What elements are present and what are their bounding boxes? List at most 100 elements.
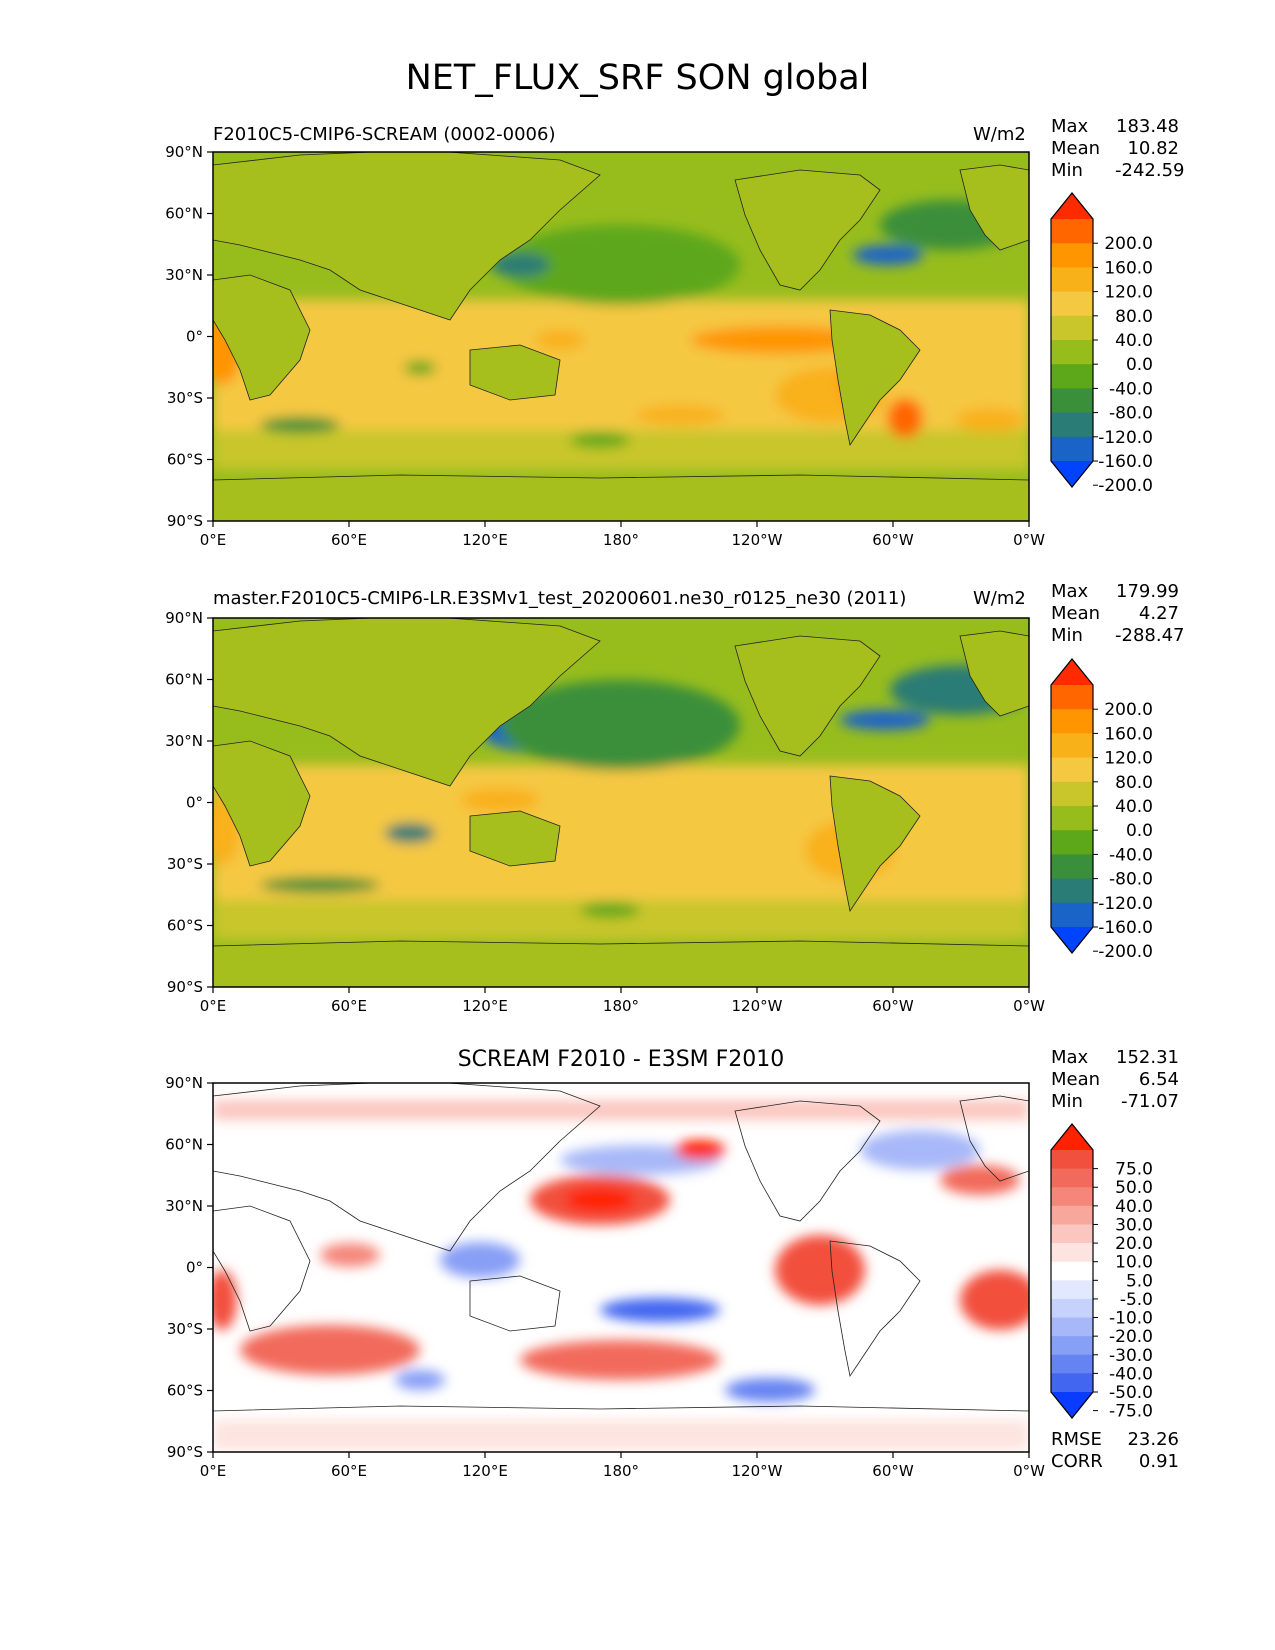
- stat-value: -288.47: [1115, 625, 1185, 646]
- lat-tick-label: 60°N: [165, 671, 203, 689]
- colorbar-tick-label: 80.0: [1115, 307, 1153, 327]
- panel-1-title: F2010C5-CMIP6-SCREAM (0002-0006): [213, 124, 556, 145]
- continents: [213, 618, 1029, 987]
- stat-value: 6.54: [1138, 1069, 1179, 1090]
- colorbar-tick-label: 0.0: [1126, 821, 1153, 841]
- lat-tick-label: 0°: [186, 328, 203, 346]
- lat-tick-label: 30°S: [167, 389, 203, 407]
- colorbar-tick-label: -5.0: [1120, 1290, 1153, 1310]
- stat-label: Max: [1051, 116, 1089, 137]
- field-blobs: [213, 1100, 1029, 1450]
- colorbar-segment: [1051, 1150, 1093, 1170]
- lat-tick-label: 0°: [186, 1259, 203, 1277]
- colorbar-extend-max: [1051, 659, 1093, 685]
- panel-3-stat-corr: CORR 0.91: [1051, 1451, 1179, 1472]
- colorbar-tick-label: -120.0: [1098, 894, 1153, 914]
- colorbar-segment: [1051, 1168, 1093, 1188]
- lon-tick-label: 180°: [603, 531, 639, 549]
- colorbar-segment: [1051, 340, 1093, 365]
- lat-tick-label: 60°S: [167, 1382, 203, 1400]
- axes: 90°N60°N30°N0°30°S60°S90°S0°E 60°E 120°E 18…: [165, 143, 1045, 1480]
- colorbar-tick-label: -50.0: [1109, 1383, 1153, 1403]
- colorbar-tick-label: 120.0: [1104, 749, 1153, 769]
- stat-label: Min: [1051, 160, 1083, 181]
- lat-tick-label: 60°N: [165, 1136, 203, 1154]
- colorbar-tick-label: 80.0: [1115, 773, 1153, 793]
- panel-2-stat-mean: Mean 4.27: [1051, 603, 1179, 624]
- colorbar-tick-label: 40.0: [1115, 1197, 1153, 1217]
- stat-label: Max: [1051, 581, 1089, 602]
- lat-tick-label: 60°N: [165, 205, 203, 223]
- colorbar-tick-label: -80.0: [1109, 870, 1153, 890]
- colorbar-tick-label: -10.0: [1109, 1309, 1153, 1329]
- panel-2-units: W/m2: [973, 588, 1026, 609]
- colorbar-extend-max: [1051, 193, 1093, 219]
- colorbar-tick-label: 75.0: [1115, 1160, 1153, 1180]
- stat-value: -242.59: [1115, 160, 1185, 181]
- colorbar-segment: [1051, 243, 1093, 268]
- panel-2-stat-max: Max 179.99: [1051, 581, 1179, 602]
- colorbar-tick-label: 10.0: [1115, 1253, 1153, 1273]
- colorbar-tick-label: 200.0: [1104, 700, 1153, 720]
- colorbar-segment: [1051, 412, 1093, 438]
- stat-value: 23.26: [1127, 1429, 1179, 1450]
- lon-tick-label: 120°E: [462, 997, 508, 1015]
- colorbar-segment: [1051, 1205, 1093, 1225]
- lon-tick-label: 0°E: [200, 997, 227, 1015]
- colorbar-tick-label: -75.0: [1109, 1402, 1153, 1422]
- lon-tick-label: 60°E: [331, 1462, 367, 1480]
- colorbar-tick-label: -160.0: [1098, 918, 1153, 938]
- colorbar-segment: [1051, 291, 1093, 317]
- lon-tick-label: 0°W: [1013, 997, 1045, 1015]
- colorbar-tick-label: -40.0: [1109, 379, 1153, 399]
- panel-3-map: [213, 1083, 1029, 1452]
- lat-tick-label: 90°S: [167, 978, 203, 996]
- colorbar-tick-label: -20.0: [1109, 1327, 1153, 1347]
- colorbar-segment: [1051, 1187, 1093, 1207]
- lon-tick-label: 180°: [603, 1462, 639, 1480]
- colorbar-tick-label: -120.0: [1098, 428, 1153, 448]
- panel-3-title: SCREAM F2010 - E3SM F2010: [457, 1047, 785, 1072]
- colorbar-extend-max: [1051, 1124, 1093, 1150]
- lon-tick-label: 180°: [603, 997, 639, 1015]
- colorbar-tick-label: 200.0: [1104, 234, 1153, 254]
- colorbar-segment: [1051, 902, 1093, 928]
- lon-tick-label: 0°W: [1013, 531, 1045, 549]
- colorbars: 200.0 160.0 120.0 80.0 40.0 0.0 -40.0 -80.0 -120…: [1050, 192, 1153, 1422]
- stat-value: 179.99: [1116, 581, 1179, 602]
- colorbar-segment: [1051, 315, 1093, 341]
- colorbar-tick-label: -80.0: [1109, 404, 1153, 424]
- colorbar-segment: [1051, 219, 1093, 244]
- colorbar-segment: [1051, 685, 1093, 710]
- continents: [213, 152, 1029, 521]
- colorbar-tick-label: 160.0: [1104, 258, 1153, 278]
- lat-tick-label: 90°N: [165, 143, 203, 161]
- colorbar-extend-min: [1051, 1392, 1093, 1418]
- colorbar-segment: [1051, 1280, 1093, 1300]
- stat-label: CORR: [1051, 1451, 1103, 1472]
- colorbar-tick-label: 0.0: [1126, 355, 1153, 375]
- lat-tick-label: 30°N: [165, 732, 203, 750]
- lat-tick-label: 30°N: [165, 1197, 203, 1215]
- lon-tick-label: 60°W: [872, 997, 914, 1015]
- colorbar-segment: [1051, 1354, 1093, 1374]
- colorbar-tick-label: -40.0: [1109, 845, 1153, 865]
- colorbar-extend-min: [1051, 927, 1093, 953]
- colorbar-segment: [1051, 1261, 1093, 1281]
- lat-tick-label: 90°S: [167, 512, 203, 530]
- colorbar-segment: [1051, 1298, 1093, 1319]
- stat-label: Mean: [1051, 603, 1101, 624]
- stat-value: 0.91: [1138, 1451, 1179, 1472]
- panel-1-stat-min: Min -242.59: [1051, 160, 1185, 181]
- colorbar-segment: [1051, 1224, 1093, 1244]
- lat-tick-label: 90°N: [165, 1074, 203, 1092]
- stat-value: 183.48: [1116, 116, 1179, 137]
- colorbar-segment: [1051, 1317, 1093, 1337]
- lon-tick-label: 60°E: [331, 531, 367, 549]
- colorbar-segment: [1051, 830, 1093, 855]
- lon-tick-label: 120°W: [732, 1462, 783, 1480]
- colorbar-tick-label: 40.0: [1115, 797, 1153, 817]
- lon-tick-label: 60°W: [872, 531, 914, 549]
- stat-label: Max: [1051, 1047, 1089, 1068]
- figure-title: NET_FLUX_SRF SON global: [405, 58, 870, 98]
